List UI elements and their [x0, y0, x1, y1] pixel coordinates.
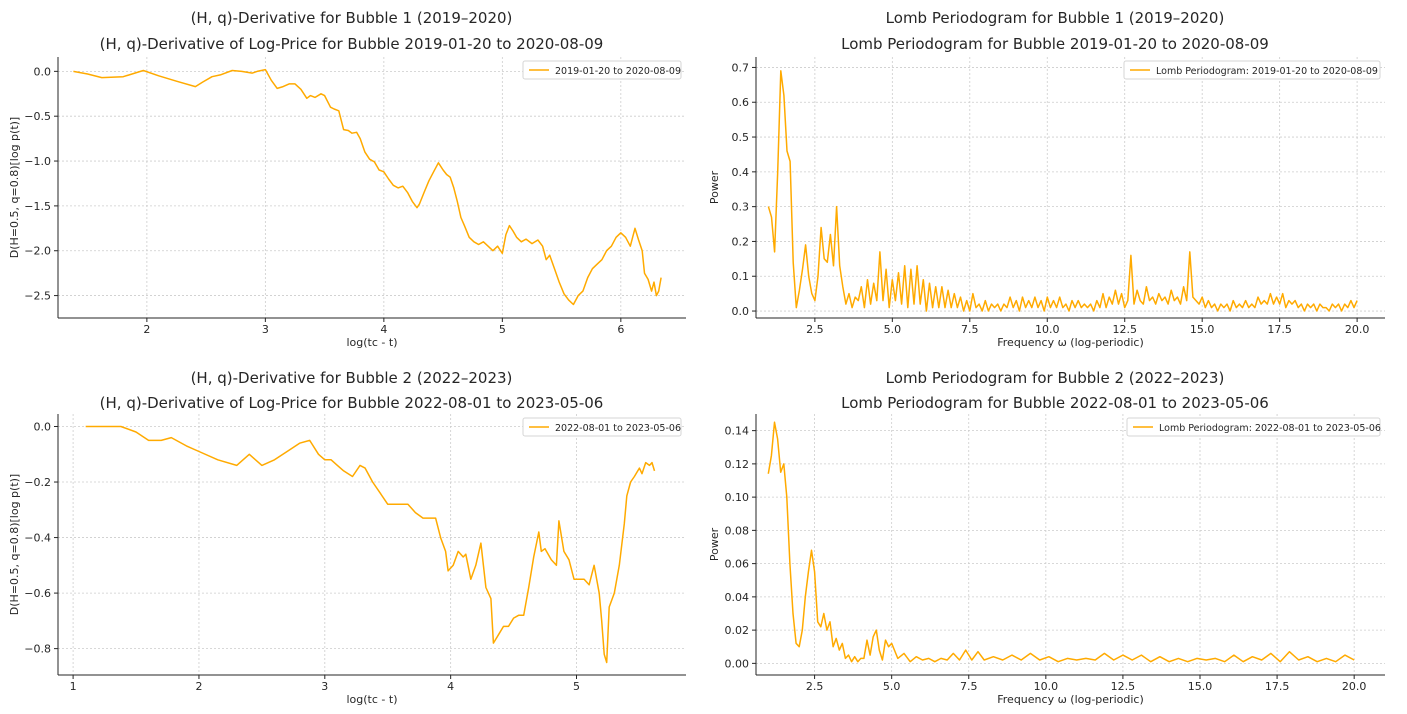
chart-panel-bubble1-derivative: (H, q)-Derivative for Bubble 1 (2019–202… — [0, 0, 703, 357]
chart-suptitle: Lomb Periodogram for Bubble 1 (2019–2020… — [885, 9, 1225, 27]
y-tick-label: 0.10 — [725, 491, 750, 504]
y-tick-label: −0.8 — [24, 643, 51, 656]
chart-panel-bubble2-derivative: (H, q)-Derivative for Bubble 2 (2022–202… — [0, 357, 703, 714]
y-tick-label: 0.3 — [732, 201, 750, 214]
x-axis-label: log(tc - t) — [347, 693, 398, 706]
chart-panel-bubble1-periodogram: Lomb Periodogram for Bubble 1 (2019–2020… — [703, 0, 1407, 357]
x-tick-label: 4 — [380, 323, 387, 336]
series-line — [767, 421, 1355, 663]
y-tick-label: 0.1 — [732, 270, 750, 283]
x-tick-label: 17.5 — [1267, 323, 1292, 336]
y-tick-label: −0.6 — [24, 587, 51, 600]
series-line — [73, 68, 662, 306]
legend-label: Lomb Periodogram: 2022-08-01 to 2023-05-… — [1159, 423, 1381, 434]
chart-title: (H, q)-Derivative of Log-Price for Bubbl… — [99, 394, 604, 412]
y-axis-label: Power — [708, 170, 721, 204]
x-tick-label: 5 — [573, 680, 580, 693]
chart-plot-area: 2 3 4 5 6 0.0 −0.5 −1.0 −1.5 −2.0 −2.5 log(tc - t) D… — [8, 57, 686, 349]
chart-panel-bubble2-periodogram: Lomb Periodogram for Bubble 2 (2022–2023… — [703, 357, 1407, 714]
legend-box — [522, 417, 682, 437]
chart-plot-area: 2.5 5.0 7.5 10.0 12.5 15.0 17.5 20.0 0.0 0.1 0.2 0.… — [708, 57, 1385, 349]
x-tick-label: 2 — [143, 323, 150, 336]
x-tick-label: 12.5 — [1111, 680, 1136, 693]
x-tick-label: 7.5 — [961, 323, 979, 336]
y-tick-label: −0.4 — [24, 532, 51, 545]
series-line — [767, 70, 1358, 312]
chart-suptitle: Lomb Periodogram for Bubble 2 (2022–2023… — [885, 369, 1225, 387]
y-tick-label: 0.04 — [725, 591, 750, 604]
x-tick-label: 3 — [262, 323, 269, 336]
x-tick-label: 5 — [499, 323, 506, 336]
x-tick-label: 5.0 — [884, 323, 902, 336]
x-tick-label: 6 — [617, 323, 624, 336]
legend-box — [1123, 60, 1381, 80]
legend-label: 2019-01-20 to 2020-08-09 — [555, 66, 681, 77]
x-tick-label: 3 — [321, 680, 328, 693]
x-tick-label: 1 — [70, 680, 77, 693]
y-axis-label: D(H=0.5, q=0.8)[log p(t)] — [8, 474, 21, 615]
y-tick-label: 0.0 — [34, 420, 52, 433]
y-tick-label: 0.08 — [725, 524, 750, 537]
x-tick-label: 10.0 — [1034, 680, 1059, 693]
y-tick-label: −1.5 — [24, 200, 51, 213]
y-tick-label: −2.5 — [24, 290, 51, 303]
x-tick-label: 12.5 — [1112, 323, 1137, 336]
y-tick-label: 0.14 — [725, 425, 750, 438]
chart-title: Lomb Periodogram for Bubble 2022-08-01 t… — [841, 394, 1269, 412]
x-tick-label: 15.0 — [1188, 680, 1213, 693]
x-tick-label: 20.0 — [1345, 323, 1370, 336]
x-tick-label: 7.5 — [960, 680, 978, 693]
legend-label: Lomb Periodogram: 2019-01-20 to 2020-08-… — [1156, 66, 1378, 77]
y-tick-label: 0.02 — [725, 624, 750, 637]
x-tick-label: 10.0 — [1035, 323, 1060, 336]
y-tick-label: 0.0 — [732, 305, 750, 318]
x-tick-label: 17.5 — [1265, 680, 1290, 693]
y-axis-label: D(H=0.5, q=0.8)[log p(t)] — [8, 117, 21, 258]
legend-box — [1126, 417, 1381, 437]
chart-plot-area: 1 2 3 4 5 0.0 −0.2 −0.4 −0.6 −0.8 log(tc - t) D(H=0… — [8, 414, 686, 706]
series-line — [85, 425, 656, 664]
y-tick-label: 0.06 — [725, 558, 750, 571]
y-tick-label: 0.12 — [725, 458, 750, 471]
x-tick-label: 2.5 — [806, 680, 824, 693]
y-axis-label: Power — [708, 527, 721, 561]
chart-title: (H, q)-Derivative of Log-Price for Bubbl… — [99, 35, 604, 53]
y-tick-label: 0.00 — [725, 657, 750, 670]
x-tick-label: 20.0 — [1342, 680, 1367, 693]
x-tick-label: 15.0 — [1190, 323, 1215, 336]
y-tick-label: 0.0 — [34, 65, 52, 78]
chart-suptitle: (H, q)-Derivative for Bubble 2 (2022–202… — [190, 369, 513, 387]
x-tick-label: 5.0 — [883, 680, 901, 693]
x-axis-label: Frequency ω (log-periodic) — [997, 693, 1144, 706]
y-tick-label: 0.7 — [732, 61, 750, 74]
y-tick-label: −2.0 — [24, 245, 51, 258]
x-tick-label: 2 — [195, 680, 202, 693]
y-tick-label: 0.2 — [732, 235, 750, 248]
x-axis-label: log(tc - t) — [347, 336, 398, 349]
y-tick-label: −0.5 — [24, 110, 51, 123]
chart-title: Lomb Periodogram for Bubble 2019-01-20 t… — [841, 35, 1269, 53]
y-tick-label: 0.5 — [732, 131, 750, 144]
x-tick-label: 4 — [447, 680, 454, 693]
x-axis-label: Frequency ω (log-periodic) — [997, 336, 1144, 349]
y-tick-label: −0.2 — [24, 476, 51, 489]
legend-label: 2022-08-01 to 2023-05-06 — [555, 423, 681, 434]
x-tick-label: 2.5 — [806, 323, 824, 336]
legend-box — [522, 60, 682, 80]
y-tick-label: 0.6 — [732, 96, 750, 109]
y-tick-label: −1.0 — [24, 155, 51, 168]
chart-plot-area: 2.5 5.0 7.5 10.0 12.5 15.0 17.5 20.0 0.00 0.02 0.0… — [708, 414, 1385, 706]
chart-suptitle: (H, q)-Derivative for Bubble 1 (2019–202… — [190, 9, 513, 27]
y-tick-label: 0.4 — [732, 166, 750, 179]
